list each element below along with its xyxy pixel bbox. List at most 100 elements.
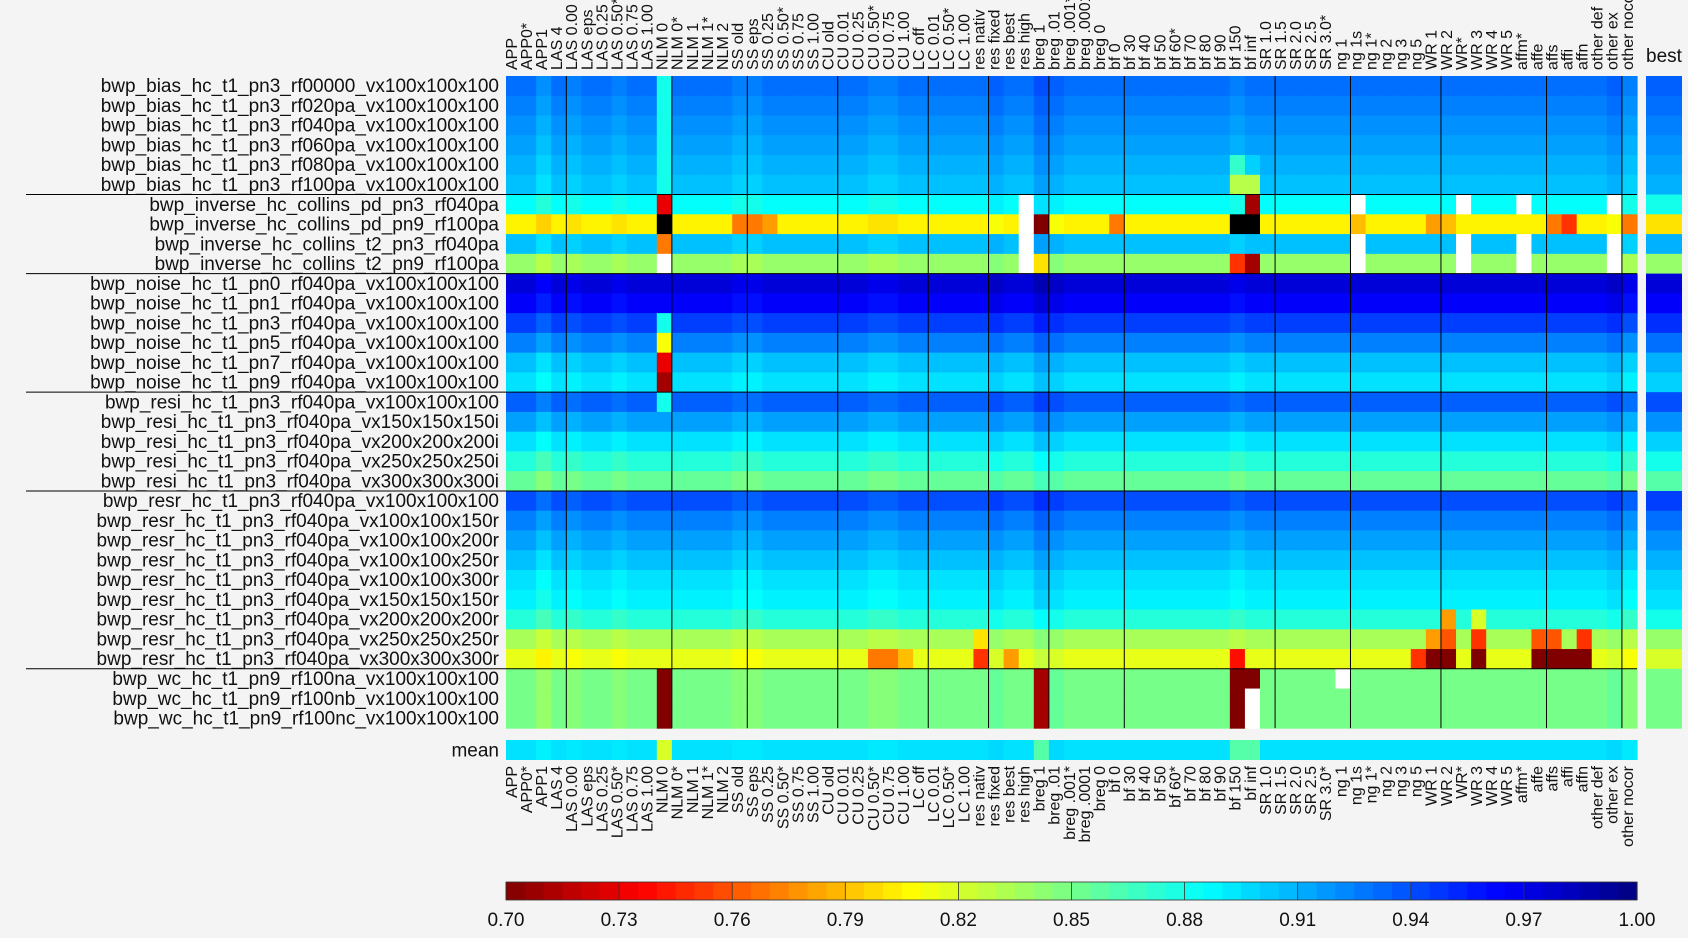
- heatmap-cell: [1546, 313, 1563, 334]
- colorbar-segment: [675, 882, 696, 900]
- heatmap-cell: [732, 273, 748, 294]
- heatmap-cell: [1063, 135, 1080, 156]
- heatmap-cell: [1440, 570, 1457, 591]
- heatmap-cell: [883, 708, 899, 729]
- heatmap-cell: [1275, 155, 1291, 176]
- heatmap-cell: [1003, 530, 1020, 551]
- heatmap-cell: [1410, 510, 1427, 532]
- heatmap-cell: [1184, 313, 1201, 334]
- heatmap-cell: [1169, 76, 1186, 97]
- heatmap-cell: [1199, 451, 1216, 472]
- heatmap-cell: [762, 214, 779, 235]
- heatmap-cell: [596, 629, 613, 650]
- heatmap-cell: [626, 76, 643, 97]
- heatmap-cell: [1290, 550, 1306, 571]
- heatmap-cell: [1290, 490, 1306, 512]
- row-label: bwp_wc_hc_t1_pn9_rf100nb_vx100x100x100: [112, 689, 499, 710]
- heatmap-cell: [807, 155, 824, 176]
- heatmap-cell: [807, 431, 824, 453]
- heatmap-cell: [1335, 273, 1352, 294]
- heatmap-cell: [777, 570, 794, 591]
- heatmap-cell: [611, 194, 628, 215]
- heatmap-cell: [807, 530, 824, 551]
- heatmap-cell: [747, 273, 763, 294]
- heatmap-cell: [973, 253, 990, 275]
- mean-cell: [1169, 740, 1186, 760]
- heatmap-cell: [1094, 194, 1110, 215]
- colorbar-segment: [845, 882, 865, 900]
- column-label-top: LAS 4: [549, 26, 566, 70]
- heatmap-cell: [1365, 589, 1382, 611]
- column-label-top: other nocor: [1620, 0, 1637, 70]
- best-cell: [1646, 135, 1682, 156]
- heatmap-cell: [1199, 550, 1216, 571]
- heatmap-cell: [1033, 510, 1050, 532]
- heatmap-cell: [1214, 194, 1231, 215]
- best-cell: [1646, 115, 1682, 136]
- heatmap-cell: [656, 234, 673, 255]
- mean-cell: [852, 740, 869, 760]
- heatmap-cell: [1320, 253, 1336, 275]
- mean-cell: [1048, 740, 1065, 760]
- heatmap-cell: [837, 431, 854, 453]
- heatmap-cell: [641, 510, 658, 532]
- heatmap-cell: [566, 471, 582, 492]
- heatmap-cell: [1546, 510, 1563, 532]
- mean-cell: [973, 740, 990, 760]
- heatmap-cell: [641, 313, 658, 334]
- heatmap-cell: [1290, 668, 1306, 690]
- heatmap-cell: [596, 372, 613, 393]
- colorbar-segment: [524, 882, 545, 900]
- heatmap-cell: [1425, 214, 1442, 235]
- heatmap-cell: [1501, 649, 1517, 670]
- heatmap-cell: [1199, 76, 1216, 97]
- heatmap-cell: [913, 155, 929, 176]
- heatmap-cell: [1531, 431, 1548, 453]
- heatmap-cell: [1576, 76, 1593, 97]
- heatmap-cell: [596, 530, 613, 551]
- heatmap-cell: [732, 194, 748, 215]
- heatmap-cell: [656, 76, 673, 97]
- heatmap-cell: [1229, 609, 1246, 630]
- heatmap-cell: [988, 530, 1005, 551]
- heatmap-cell: [1471, 293, 1487, 314]
- row-label: bwp_bias_hc_t1_pn3_rf060pa_vx100x100x100: [101, 135, 499, 156]
- heatmap-cell: [958, 194, 975, 215]
- heatmap-cell: [1395, 688, 1412, 709]
- heatmap-cell: [792, 234, 809, 255]
- heatmap-cell: [1440, 332, 1457, 354]
- heatmap-cell: [1561, 155, 1578, 176]
- heatmap-cell: [611, 135, 628, 156]
- heatmap-cell: [1244, 510, 1261, 532]
- heatmap-cell: [1184, 431, 1201, 453]
- heatmap-cell: [1290, 708, 1306, 729]
- heatmap-cell: [1501, 431, 1517, 453]
- heatmap-cell: [1154, 76, 1171, 97]
- heatmap-cell: [536, 174, 552, 196]
- heatmap-cell: [1244, 649, 1261, 670]
- mean-cell: [1546, 740, 1563, 760]
- heatmap-cell: [1079, 155, 1095, 176]
- column-label-bottom: SR 1.5: [1273, 766, 1290, 815]
- heatmap-cell: [943, 234, 959, 255]
- heatmap-cell: [1591, 589, 1608, 611]
- heatmap-cell: [1290, 451, 1306, 472]
- mean-cell: [686, 740, 703, 760]
- heatmap-cell: [913, 649, 929, 670]
- heatmap-cell: [1018, 253, 1035, 275]
- heatmap-cell: [1425, 174, 1442, 196]
- heatmap-cell: [1395, 95, 1412, 117]
- heatmap-cell: [883, 411, 899, 433]
- best-cell: [1646, 392, 1682, 413]
- heatmap-cell: [1350, 668, 1367, 690]
- colorbar-segment: [788, 882, 809, 900]
- heatmap-cell: [1169, 589, 1186, 611]
- heatmap-cell: [1440, 688, 1457, 709]
- heatmap-cell: [1320, 273, 1336, 294]
- column-label-top: SR 1.0: [1258, 21, 1275, 70]
- heatmap-cell: [883, 392, 899, 413]
- heatmap-cell: [762, 273, 779, 294]
- heatmap-cell: [762, 174, 779, 196]
- heatmap-cell: [611, 155, 628, 176]
- column-label-bottom: SS old: [730, 766, 747, 813]
